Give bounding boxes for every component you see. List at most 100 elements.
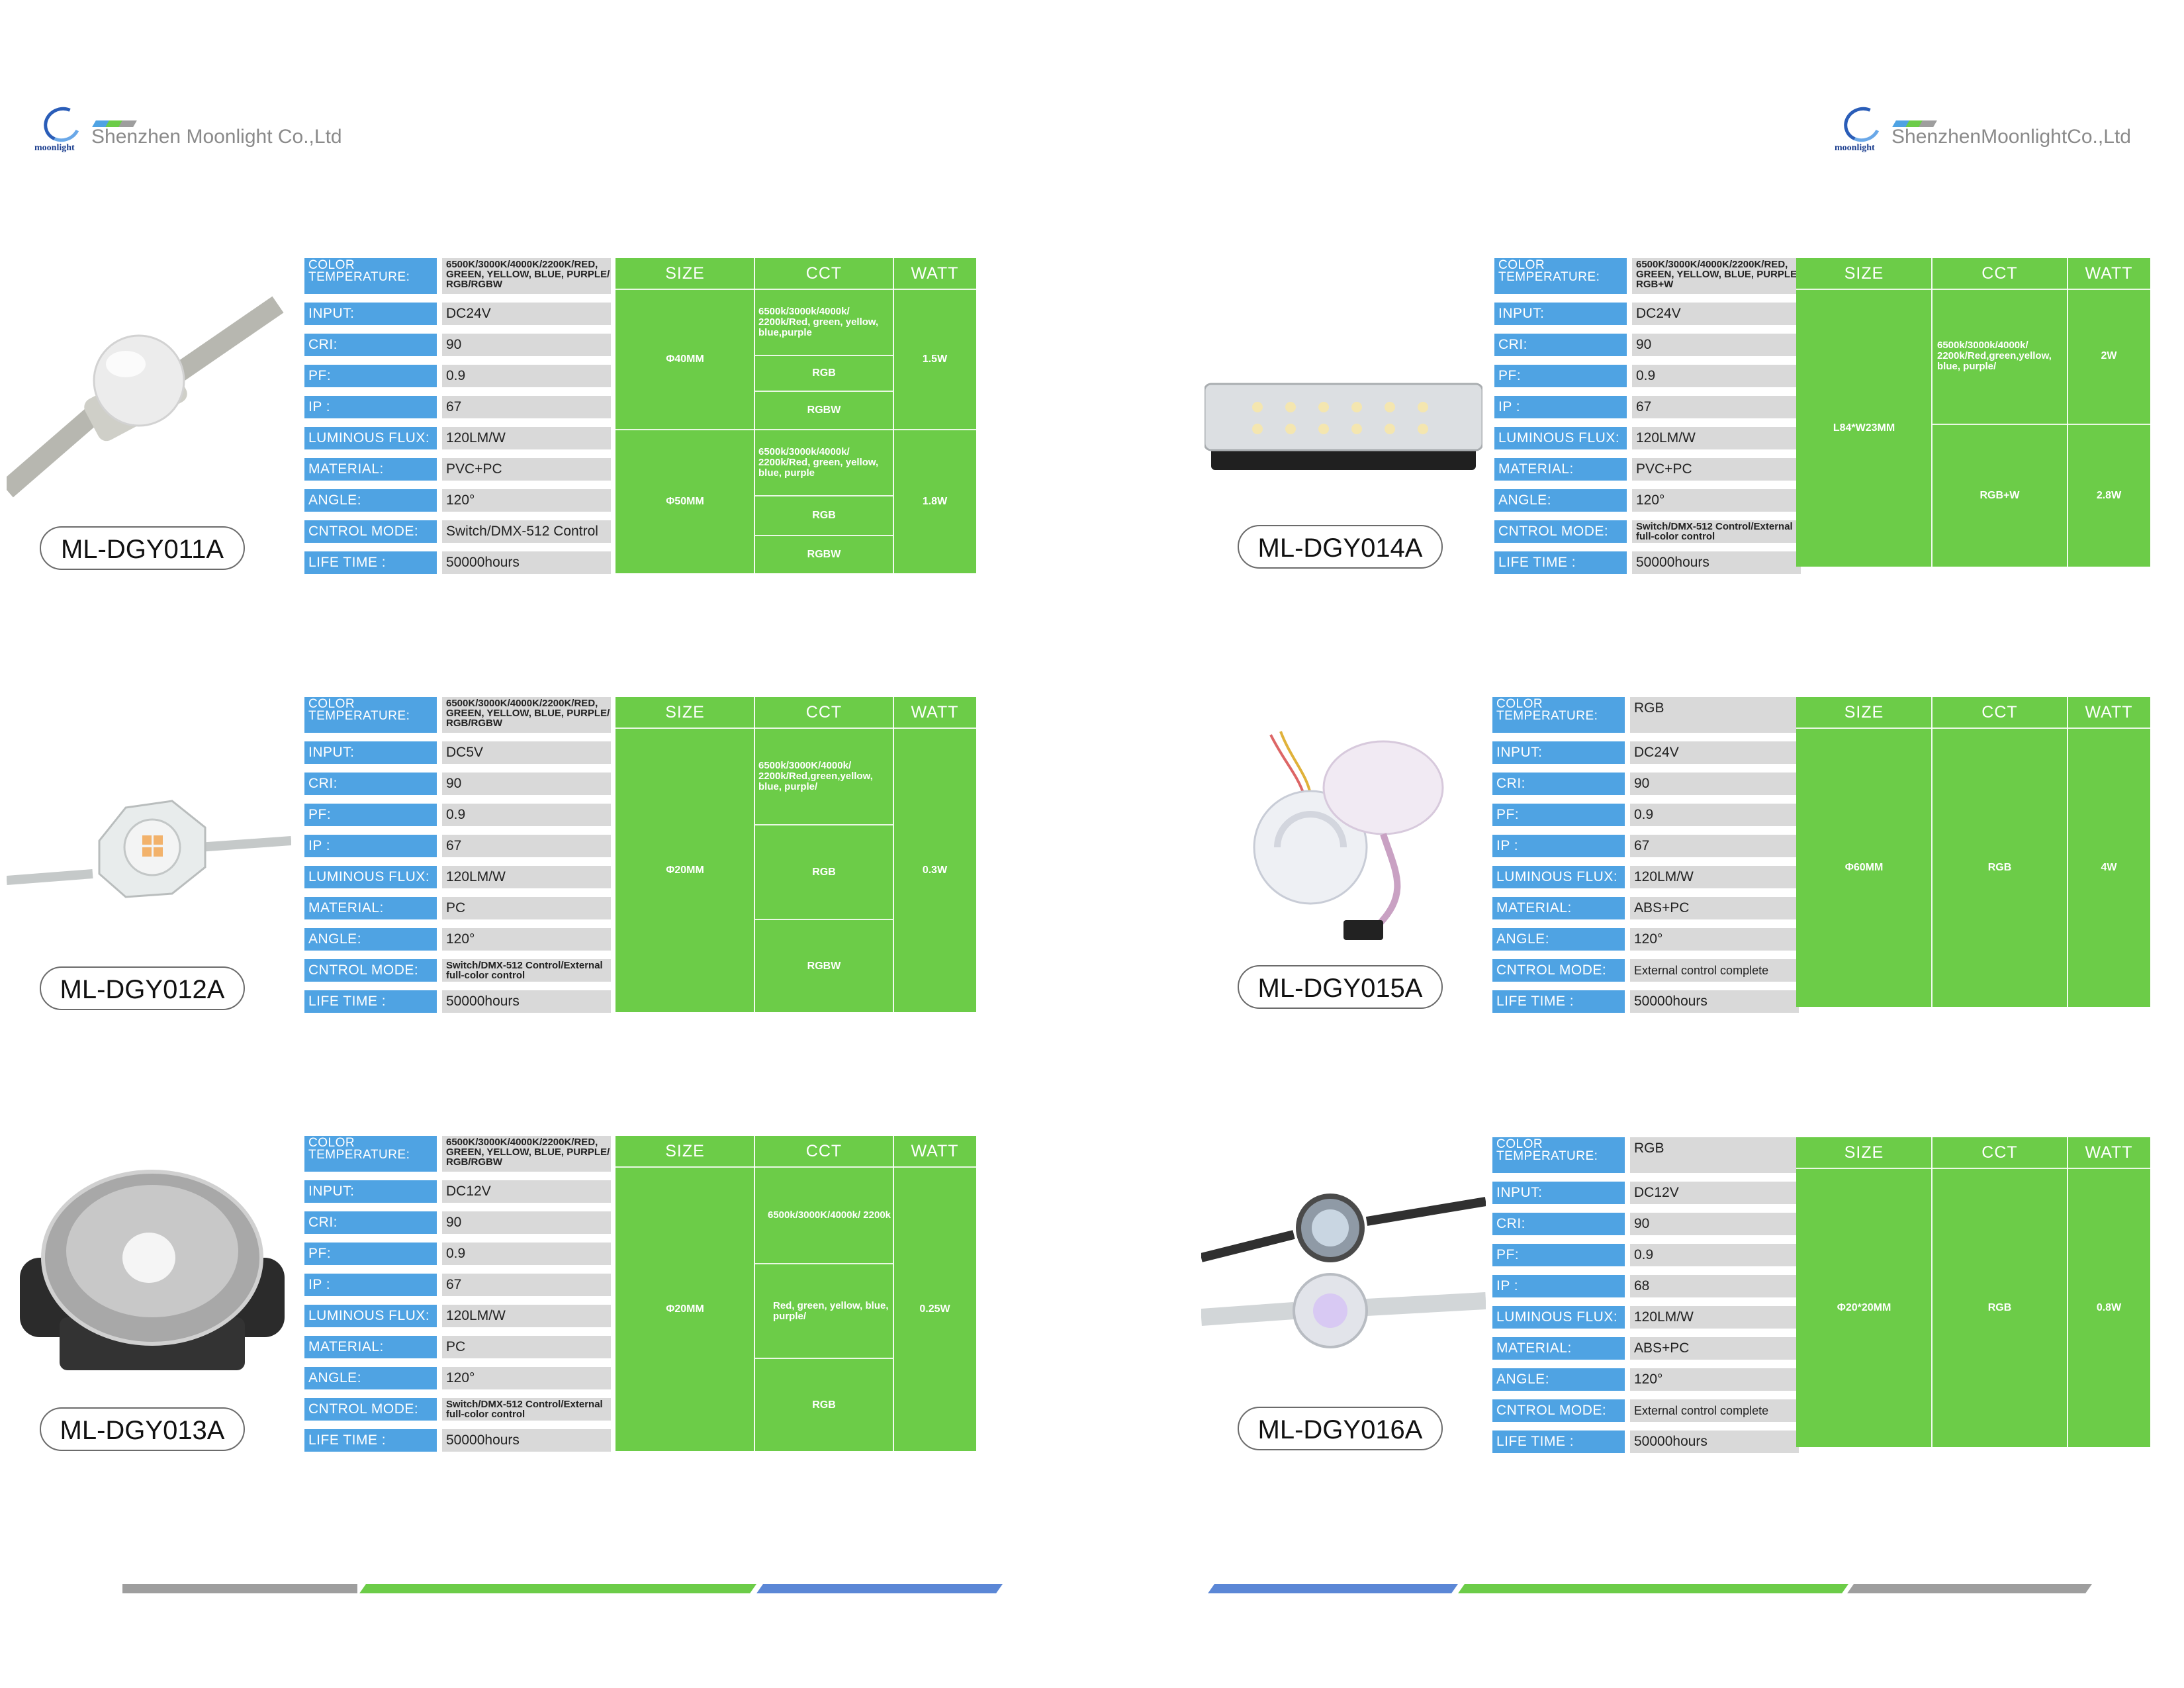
size-cell: Φ60MM: [1844, 862, 1884, 873]
moonlight-logo-icon: moonlight: [1835, 101, 1886, 154]
spec-value: PC: [442, 897, 611, 919]
spec-value: 120LM/W: [442, 1305, 611, 1327]
spec-label: COLOR TEMPERATURE:: [1494, 258, 1627, 294]
spec-value: 120°: [442, 489, 611, 512]
model-label-dgy015a: ML-DGY015A: [1238, 965, 1443, 1009]
product-image-dgy015a: [1253, 731, 1444, 940]
company-name: Shenzhen Moonlight Co.,Ltd: [91, 126, 342, 148]
spec-label: CNTROL MODE:: [1492, 1399, 1625, 1422]
header-watt: WATT: [911, 264, 959, 283]
spec-value: 50000hours: [442, 1429, 611, 1452]
footer-stripe-blue: [1208, 1584, 1458, 1593]
product-image-dgy016a: [1201, 1194, 1486, 1348]
spec-label: INPUT:: [1492, 1182, 1625, 1204]
spec-label: CRI:: [304, 1211, 437, 1234]
product-image-dgy012a: [7, 800, 291, 898]
spec-value: DC24V: [1630, 741, 1799, 764]
footer-stripe-gray: [122, 1584, 357, 1593]
options-grid-dgy011a: SIZE CCT WATT Φ40MM 6500k/3000k/4000k/ 2…: [615, 258, 976, 573]
spec-label: ANGLE:: [304, 1367, 437, 1389]
spec-value: 120°: [442, 928, 611, 951]
spec-value: 67: [442, 835, 611, 857]
spec-label: LUMINOUS FLUX:: [1492, 1306, 1625, 1329]
cct-cell: RGB: [1987, 862, 2012, 873]
spec-label: IP :: [1492, 835, 1625, 857]
cct-cell: RGB+W: [1979, 490, 2020, 501]
product-image-dgy014a: [1205, 383, 1482, 470]
header-size: SIZE: [1844, 703, 1884, 722]
spec-value: PVC+PC: [442, 458, 611, 481]
cct-cell: Red, green, yellow, blue, purple/: [773, 1299, 889, 1322]
spec-label: INPUT:: [1494, 303, 1627, 325]
spec-label: COLOR TEMPERATURE:: [1492, 1137, 1625, 1173]
header-cct: CCT: [1981, 264, 2018, 283]
spec-value: 50000hours: [1630, 990, 1799, 1013]
spec-value: DC24V: [442, 303, 611, 325]
spec-value: DC24V: [1632, 303, 1801, 325]
spec-value: 120°: [1632, 489, 1801, 512]
spec-label: INPUT:: [304, 741, 437, 764]
spec-label: MATERIAL:: [1492, 897, 1625, 919]
watt-cell: 0.8W: [2096, 1302, 2122, 1313]
spec-value: 50000hours: [442, 551, 611, 574]
watt-cell: 0.25W: [919, 1303, 950, 1315]
company-name: ShenzhenMoonlightCo.,Ltd: [1891, 126, 2131, 148]
header-watt: WATT: [2085, 1143, 2133, 1162]
spec-value: 90: [442, 773, 611, 795]
options-grid-dgy013a: SIZE CCT WATT Φ20MM 6500k/3000K/4000k/ 2…: [615, 1136, 976, 1451]
spec-value: DC12V: [442, 1180, 611, 1203]
spec-value: 120LM/W: [442, 866, 611, 888]
spec-label: MATERIAL:: [304, 1336, 437, 1358]
header-size: SIZE: [665, 703, 705, 722]
spec-label: IP :: [1494, 396, 1627, 418]
spec-label: COLOR TEMPERATURE:: [304, 1136, 437, 1172]
spec-value: PVC+PC: [1632, 458, 1801, 481]
header-size: SIZE: [1844, 1143, 1884, 1162]
spec-value: 6500K/3000K/4000K/2200K/RED, GREEN, YELL…: [442, 697, 611, 733]
watt-cell: 1.5W: [922, 353, 948, 365]
spec-label: LIFE TIME :: [1492, 990, 1625, 1013]
header-size: SIZE: [1844, 264, 1884, 283]
spec-value: 0.9: [442, 1243, 611, 1265]
spec-label: COLOR TEMPERATURE:: [304, 697, 437, 733]
cct-cell: RGBW: [807, 404, 841, 416]
spec-label: PF:: [1492, 1244, 1625, 1266]
cct-cell: 6500k/3000k/4000k/ 2200k/Red, green, yel…: [758, 446, 879, 479]
header-cct: CCT: [1981, 703, 2018, 722]
spec-value: 120°: [1630, 1368, 1799, 1391]
watt-cell: 2W: [2101, 350, 2117, 361]
spec-value: 0.9: [442, 365, 611, 387]
model-label-dgy012a: ML-DGY012A: [40, 966, 245, 1010]
size-cell: Φ20MM: [666, 865, 704, 876]
spec-label: INPUT:: [1492, 741, 1625, 764]
size-cell: Φ40MM: [666, 353, 704, 365]
spec-label: LIFE TIME :: [304, 551, 437, 574]
watt-cell: 1.8W: [922, 496, 948, 507]
spec-label: PF:: [1494, 365, 1627, 387]
header-watt: WATT: [2085, 703, 2133, 722]
spec-value: 50000hours: [442, 990, 611, 1013]
spec-value: 120LM/W: [1630, 866, 1799, 888]
spec-value: RGB: [1630, 697, 1799, 733]
spec-label: IP :: [304, 1274, 437, 1296]
spec-label: CRI:: [1492, 1213, 1625, 1235]
spec-label: MATERIAL:: [304, 458, 437, 481]
header-cct: CCT: [1981, 1143, 2018, 1162]
spec-value: Switch/DMX-512 Control/External full-col…: [1632, 520, 1801, 543]
spec-value: 90: [442, 1211, 611, 1234]
spec-label: CRI:: [304, 773, 437, 795]
spec-value: 67: [442, 396, 611, 418]
product-image-dgy013a: [20, 1170, 285, 1370]
options-grid-dgy014a: SIZE CCT WATT L84*W23MM 6500k/3000k/4000…: [1796, 258, 2150, 567]
cct-cell: RGB: [812, 367, 836, 379]
spec-value: 120LM/W: [1632, 427, 1801, 449]
spec-value: 0.9: [1632, 365, 1801, 387]
spec-value: 90: [1630, 1213, 1799, 1235]
spec-label: CNTROL MODE:: [304, 959, 437, 982]
cct-cell: RGB: [812, 1399, 836, 1411]
spec-label: LUMINOUS FLUX:: [304, 1305, 437, 1327]
spec-value: 120LM/W: [442, 427, 611, 449]
options-grid-dgy016a: SIZE CCT WATT Φ20*20MM RGB 0.8W: [1796, 1137, 2150, 1447]
header-watt: WATT: [911, 703, 959, 722]
spec-value: 67: [1632, 396, 1801, 418]
